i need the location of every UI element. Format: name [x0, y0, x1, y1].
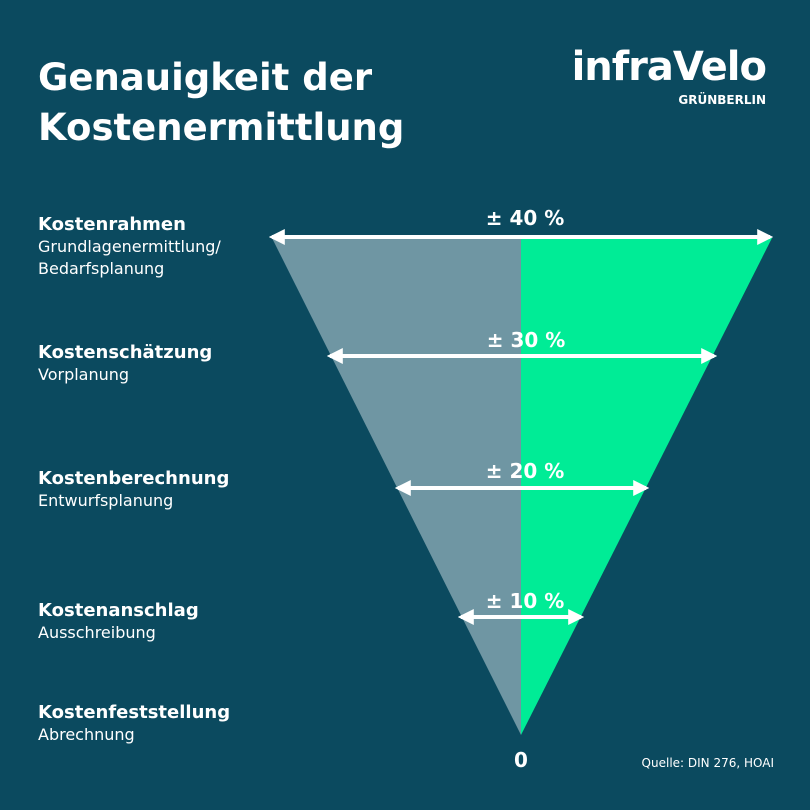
stage-description: Grundlagenermittlung/: [38, 237, 221, 256]
accuracy-label: 0: [514, 748, 528, 772]
title-line: Kostenermittlung: [38, 106, 404, 149]
accuracy-label: ± 20 %: [486, 459, 565, 483]
stage-description: Entwurfsplanung: [38, 491, 173, 510]
stage-name: Kostenfeststellung: [38, 702, 230, 723]
logo-sub: GRÜNBERLIN: [678, 92, 766, 107]
stage-description: Vorplanung: [38, 365, 129, 384]
accuracy-label: ± 40 %: [486, 206, 565, 230]
stage-name: Kostenanschlag: [38, 600, 199, 621]
stage-name: Kostenrahmen: [38, 214, 186, 235]
stage-name: Kostenberechnung: [38, 468, 229, 489]
accuracy-label: ± 10 %: [486, 589, 565, 613]
stage-description: Bedarfsplanung: [38, 259, 164, 278]
stage-description: Ausschreibung: [38, 623, 156, 642]
title-line: Genauigkeit der: [38, 56, 373, 99]
logo: infraVelo: [572, 44, 766, 90]
stage-description: Abrechnung: [38, 725, 135, 744]
accuracy-label: ± 30 %: [487, 328, 566, 352]
source: Quelle: DIN 276, HOAI: [642, 756, 774, 770]
stage-name: Kostenschätzung: [38, 342, 212, 363]
